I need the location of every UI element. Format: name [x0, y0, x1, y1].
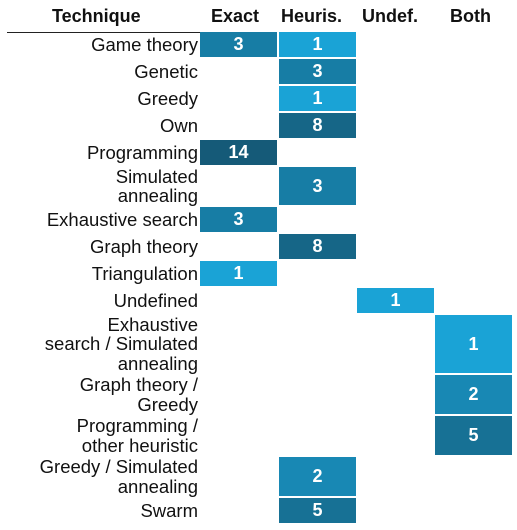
- cell-value-label: 1: [312, 88, 323, 108]
- cell-value-label: 2: [312, 466, 323, 486]
- cell-value-label: 8: [312, 115, 323, 135]
- cell-value-label: 8: [312, 236, 323, 256]
- cell-value-label: 3: [233, 34, 244, 54]
- heatmap-cell: 14: [200, 140, 277, 165]
- row-label: Game theory: [91, 33, 198, 55]
- column-header-undefined: Undef.: [362, 6, 418, 26]
- cell-value-label: 3: [312, 61, 323, 81]
- heatmap-cell: 1: [357, 288, 434, 313]
- cell-value-label: 14: [228, 142, 249, 162]
- row-label: Programming / other heuristic: [76, 415, 198, 456]
- corner-header: Technique: [52, 6, 141, 26]
- row-label: Exhaustive search: [46, 208, 198, 230]
- cell-value-label: 1: [468, 333, 479, 354]
- column-header-both: Both: [450, 6, 491, 26]
- heatmap-cell: 3: [200, 207, 277, 232]
- cell-value-label: 5: [312, 500, 323, 520]
- row-label: Exhaustive search / Simulated annealing: [44, 313, 198, 374]
- heatmap-cell: 3: [279, 59, 356, 84]
- row-label: Swarm: [140, 499, 198, 521]
- heatmap-cell: 2: [279, 457, 356, 496]
- heatmap-cell: 2: [435, 375, 512, 414]
- cell-value-label: 3: [233, 209, 244, 229]
- cell-value-label: 3: [312, 175, 323, 196]
- column-header-exact: Exact: [211, 6, 260, 26]
- cell-value-label: 2: [468, 384, 479, 404]
- heatmap-cell: 1: [200, 261, 277, 286]
- row-label: Greedy: [137, 87, 198, 109]
- heatmap-cell: 1: [435, 315, 512, 373]
- cell-value-label: 1: [390, 290, 401, 310]
- heatmap-cell: 1: [279, 86, 356, 111]
- row-label: Simulated annealing: [115, 165, 198, 206]
- row-label: Greedy / Simulated annealing: [39, 456, 198, 497]
- row-label: Graph theory: [90, 235, 198, 257]
- heatmap-cell: 1: [279, 32, 356, 57]
- cell-value-label: 1: [312, 34, 323, 54]
- row-label: Genetic: [134, 60, 198, 82]
- heatmap-cell: 5: [279, 498, 356, 523]
- heatmap-cell: 8: [279, 234, 356, 259]
- row-label: Triangulation: [91, 262, 198, 284]
- heatmap-cell: 3: [200, 32, 277, 57]
- row-label: Programming: [86, 141, 198, 163]
- cell-value-label: 1: [233, 263, 244, 283]
- heatmap-cell: 8: [279, 113, 356, 138]
- cell-value-label: 5: [468, 425, 479, 445]
- row-label: Graph theory / Greedy: [79, 374, 198, 415]
- header-rule: [7, 32, 200, 33]
- heatmap-cell: 5: [435, 416, 512, 455]
- row-label: Own: [159, 114, 198, 136]
- column-header-heuristic: Heuris.: [281, 6, 343, 26]
- row-label: Undefined: [113, 289, 198, 311]
- heatmap-cell: 3: [279, 167, 356, 205]
